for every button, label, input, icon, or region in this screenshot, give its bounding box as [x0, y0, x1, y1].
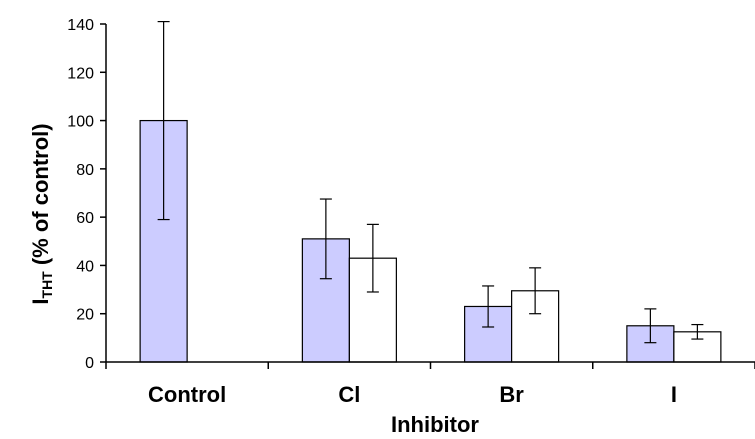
x-axis-ticks: [105, 362, 755, 369]
y-tick-label: 100: [67, 114, 94, 131]
y-tick-label: 140: [67, 17, 94, 34]
category-label: Cl: [338, 382, 360, 407]
y-tick-label: 80: [76, 162, 94, 179]
y-tick-label: 0: [85, 355, 94, 372]
category-labels: Control Cl Br I: [148, 382, 677, 407]
x-axis-title: Inhibitor: [391, 412, 479, 437]
y-tick-label: 40: [76, 258, 94, 275]
error-bars: [157, 20, 704, 344]
y-axis-title: ITHT (% of control): [28, 123, 55, 304]
category-label: I: [671, 382, 677, 407]
bars: [139, 119, 722, 363]
category-label: Br: [499, 382, 524, 407]
y-axis-title-main: I: [28, 298, 53, 304]
y-tick-label: 120: [67, 65, 94, 82]
y-axis-ticks: 0 20 40 60 80 100 120 140: [67, 17, 106, 372]
y-axis-title-rest: (% of control): [28, 123, 53, 271]
y-axis-title-subscript: THT: [39, 271, 55, 299]
category-label: Control: [148, 382, 226, 407]
y-tick-label: 20: [76, 307, 94, 324]
y-tick-label: 60: [76, 210, 94, 227]
